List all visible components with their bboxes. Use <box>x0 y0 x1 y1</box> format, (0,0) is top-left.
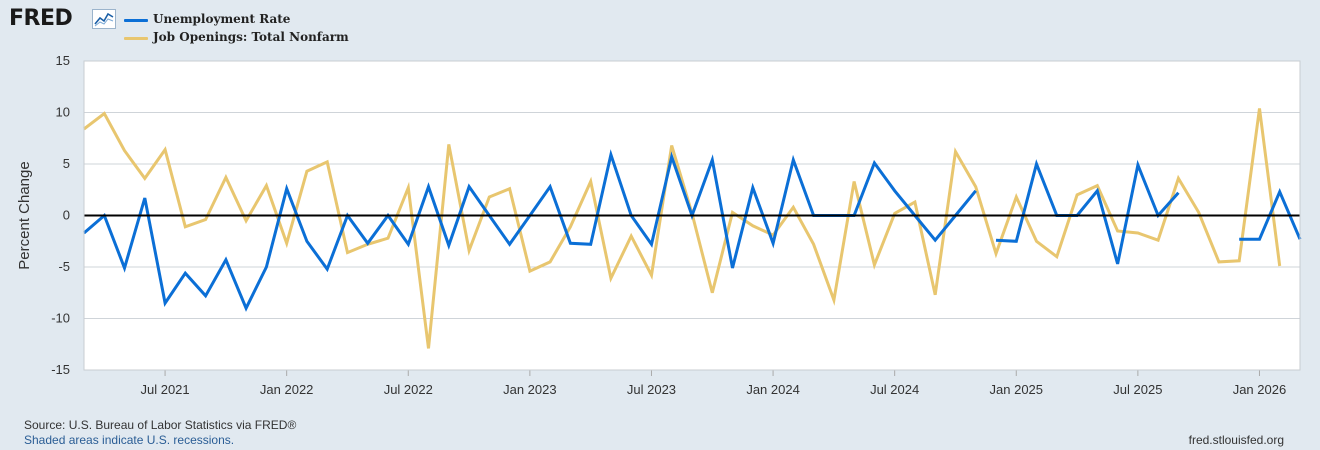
legend-swatch <box>124 19 148 22</box>
x-tick-label: Jul 2023 <box>627 382 676 397</box>
y-tick-label: -5 <box>58 259 70 274</box>
y-tick-label: -10 <box>51 311 70 326</box>
x-tick-label: Jan 2025 <box>990 382 1044 397</box>
x-tick-label: Jan 2026 <box>1233 382 1287 397</box>
legend-swatch <box>124 37 148 40</box>
series-line-job-openings <box>83 108 1282 349</box>
y-axis-label: Percent Change <box>16 161 33 269</box>
y-tick-label: 5 <box>63 156 70 171</box>
legend-label: Job Openings: Total Nonfarm <box>153 30 349 44</box>
x-tick-label: Jan 2022 <box>260 382 314 397</box>
x-tick-label: Jan 2023 <box>503 382 557 397</box>
x-tick-label: Jul 2021 <box>140 382 189 397</box>
x-tick-label: Jan 2024 <box>746 382 800 397</box>
x-tick-label: Jul 2025 <box>1113 382 1162 397</box>
y-tick-label: 0 <box>63 208 70 223</box>
y-tick-label: 10 <box>56 105 70 120</box>
y-tick-label: 15 <box>56 53 70 68</box>
plot-border <box>83 60 1301 371</box>
x-tick-label: Jul 2024 <box>870 382 919 397</box>
chart-header: FRED Unemployment Rate Job Openings: Tot… <box>0 0 1320 52</box>
source-note: Source: U.S. Bureau of Labor Statistics … <box>24 418 297 432</box>
x-tick-label: Jul 2022 <box>384 382 433 397</box>
site-url[interactable]: fred.stlouisfed.org <box>1188 433 1284 447</box>
line-chart-icon <box>92 9 116 29</box>
fred-logo[interactable]: FRED <box>9 6 73 31</box>
legend-label: Unemployment Rate <box>153 12 291 26</box>
recession-note[interactable]: Shaded areas indicate U.S. recessions. <box>24 433 235 447</box>
y-tick-label: -15 <box>51 362 70 377</box>
